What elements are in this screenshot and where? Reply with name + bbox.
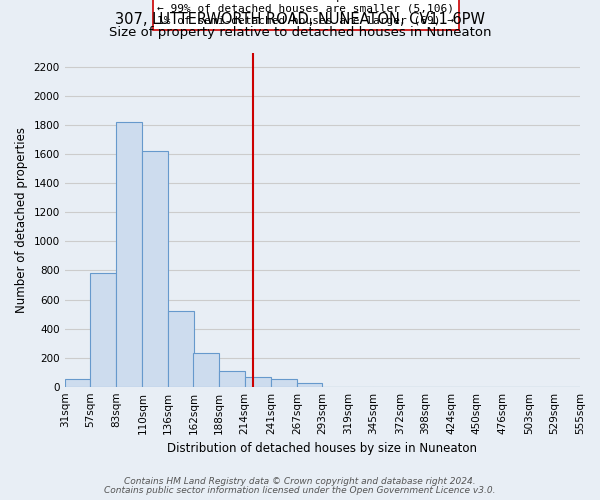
Bar xyxy=(142,152,168,386)
X-axis label: Distribution of detached houses by size in Nuneaton: Distribution of detached houses by size … xyxy=(167,442,478,455)
Text: Contains public sector information licensed under the Open Government Licence v3: Contains public sector information licen… xyxy=(104,486,496,495)
Bar xyxy=(168,311,193,386)
Text: Size of property relative to detached houses in Nuneaton: Size of property relative to detached ho… xyxy=(109,26,491,39)
Y-axis label: Number of detached properties: Number of detached properties xyxy=(15,126,28,312)
Bar xyxy=(90,274,116,386)
Bar xyxy=(116,122,142,386)
Bar xyxy=(245,377,271,386)
Bar xyxy=(219,370,245,386)
Bar xyxy=(297,383,322,386)
Text: 307 LUTTERWORTH ROAD: 222sqm
← 99% of detached houses are smaller (5,106)
1% of : 307 LUTTERWORTH ROAD: 222sqm ← 99% of de… xyxy=(157,0,454,26)
Text: 307, LUTTERWORTH ROAD, NUNEATON, CV11 6PW: 307, LUTTERWORTH ROAD, NUNEATON, CV11 6P… xyxy=(115,12,485,28)
Bar xyxy=(65,380,90,386)
Bar xyxy=(193,352,219,386)
Text: Contains HM Land Registry data © Crown copyright and database right 2024.: Contains HM Land Registry data © Crown c… xyxy=(124,477,476,486)
Bar xyxy=(271,378,297,386)
